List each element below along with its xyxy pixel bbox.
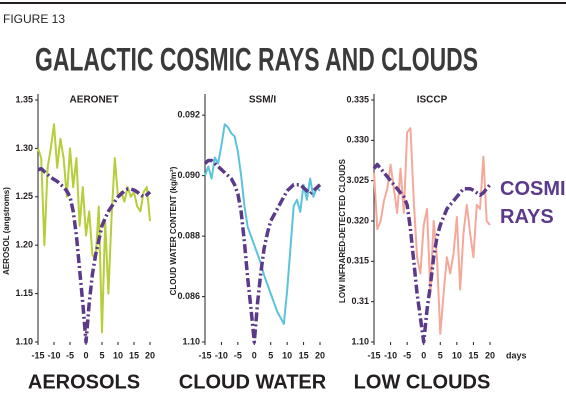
y-tick-label: 0.335 xyxy=(346,94,369,104)
x-tick-label: 20 xyxy=(315,350,325,360)
x-tick-label: 5 xyxy=(438,350,443,360)
x-tick-label: 10 xyxy=(113,350,123,360)
y-tick-label: 1.15 xyxy=(15,288,33,298)
y-tick-label: 1.20 xyxy=(15,240,33,250)
y-tick-label: 1.10 xyxy=(15,336,33,346)
x-tick-label: 0 xyxy=(83,350,88,360)
panel-caption: CLOUD WATER xyxy=(179,371,327,393)
y-tick-label: 0.31 xyxy=(351,296,369,306)
x-tick-label: 15 xyxy=(299,350,309,360)
y-tick-label: 0.092 xyxy=(177,110,200,120)
x-axis-label: days xyxy=(506,350,527,360)
series-line xyxy=(372,162,492,344)
y-tick-label: 0.315 xyxy=(346,256,369,266)
x-tick-label: -15 xyxy=(31,350,44,360)
y-tick-label: 1.10 xyxy=(182,336,200,346)
x-tick-label: -10 xyxy=(384,350,397,360)
x-tick-label: -5 xyxy=(403,350,411,360)
y-tick-label: 0.086 xyxy=(177,291,200,301)
x-tick-label: -5 xyxy=(234,350,242,360)
x-tick-label: 10 xyxy=(452,350,462,360)
x-tick-label: -15 xyxy=(198,350,211,360)
series-line xyxy=(203,158,322,344)
x-tick-label: 20 xyxy=(145,350,155,360)
y-tick-label: 1.30 xyxy=(15,143,33,153)
figure-title: GALACTIC COSMIC RAYS AND CLOUDS xyxy=(35,41,478,77)
x-tick-label: 15 xyxy=(468,350,478,360)
panel-title: ISCCP xyxy=(417,95,448,106)
y-axis-label: CLOUD WATER CONTENT (kg/m²) xyxy=(169,166,178,295)
y-tick-label: 1.35 xyxy=(15,94,33,104)
y-tick-label: 0.088 xyxy=(177,231,200,241)
y-tick-label: 0.330 xyxy=(346,135,369,145)
x-tick-label: 10 xyxy=(282,350,292,360)
x-tick-label: 0 xyxy=(252,350,257,360)
panel-title: AERONET xyxy=(70,95,119,106)
y-axis-label: LOW INFRARED-DETECTED CLOUDS xyxy=(338,158,347,303)
y-tick-label: 0.090 xyxy=(177,170,200,180)
x-tick-label: -10 xyxy=(47,350,60,360)
y-tick-label: 3.025 xyxy=(346,175,369,185)
x-tick-label: -10 xyxy=(215,350,228,360)
panel-caption: AEROSOLS xyxy=(28,371,140,393)
series-line xyxy=(37,123,151,334)
panel-caption: LOW CLOUDS xyxy=(354,371,491,393)
y-axis-label: AEROSOL (angstroms) xyxy=(2,187,11,275)
series-line xyxy=(204,123,321,325)
x-tick-label: -15 xyxy=(367,350,380,360)
series-line xyxy=(373,127,491,335)
panel-title: SSM/I xyxy=(249,95,276,106)
y-tick-label: 1.10 xyxy=(351,336,369,346)
y-tick-label: 1.25 xyxy=(15,191,33,201)
y-tick-label: 0.320 xyxy=(346,215,369,225)
x-tick-label: 5 xyxy=(268,350,273,360)
x-tick-label: 20 xyxy=(485,350,495,360)
x-tick-label: -5 xyxy=(66,350,74,360)
figure-label: FIGURE 13 xyxy=(3,12,65,26)
x-tick-label: 0 xyxy=(421,350,426,360)
x-tick-label: 5 xyxy=(99,350,104,360)
x-tick-label: 15 xyxy=(129,350,139,360)
series-line xyxy=(37,166,152,344)
